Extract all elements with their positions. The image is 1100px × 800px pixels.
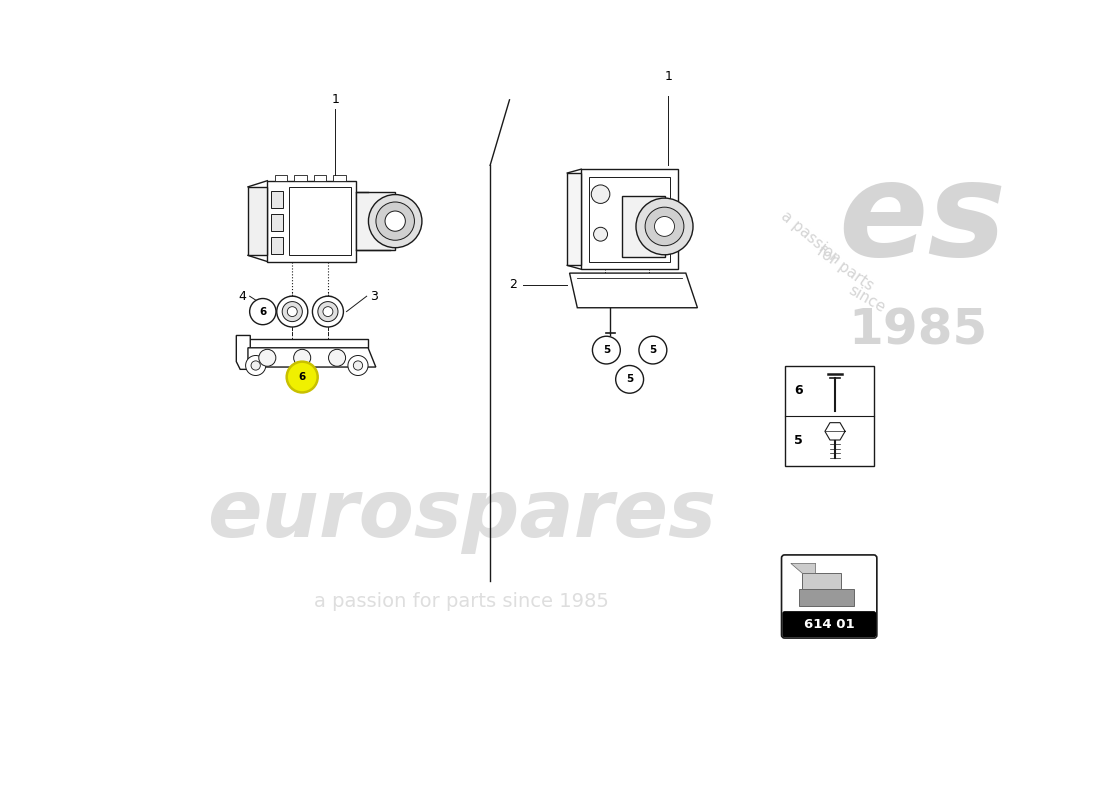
Bar (621, 196, 664, 258)
Bar (333, 174, 345, 181)
Circle shape (245, 355, 266, 375)
FancyBboxPatch shape (781, 555, 877, 638)
Circle shape (287, 306, 297, 317)
Bar (289, 187, 351, 255)
Polygon shape (248, 348, 376, 367)
Circle shape (654, 217, 674, 236)
Circle shape (283, 302, 302, 322)
Polygon shape (248, 338, 368, 348)
Text: a passion: a passion (779, 209, 844, 266)
Text: es: es (838, 156, 1005, 282)
Bar (267, 181, 356, 262)
Text: 1985: 1985 (848, 306, 987, 354)
Circle shape (353, 361, 363, 370)
Text: 5: 5 (649, 345, 657, 355)
Circle shape (348, 355, 369, 375)
Circle shape (312, 296, 343, 327)
Text: 5: 5 (603, 345, 611, 355)
Bar (356, 192, 395, 250)
Circle shape (323, 306, 333, 317)
Text: 6: 6 (298, 372, 306, 382)
Circle shape (616, 366, 644, 394)
Circle shape (294, 350, 310, 366)
Bar (275, 174, 287, 181)
Polygon shape (570, 273, 697, 308)
Circle shape (592, 185, 609, 203)
Bar (581, 169, 678, 270)
Bar (588, 177, 670, 262)
Circle shape (368, 194, 422, 248)
Bar (799, 589, 855, 606)
Text: 6: 6 (794, 384, 803, 397)
Text: 1: 1 (664, 70, 672, 83)
Text: since: since (846, 283, 888, 316)
Polygon shape (236, 335, 251, 370)
Circle shape (376, 202, 415, 240)
Bar (272, 237, 283, 254)
Bar (314, 174, 327, 181)
Bar (272, 214, 283, 230)
Text: 5: 5 (626, 374, 634, 384)
Text: for parts: for parts (814, 243, 877, 294)
FancyBboxPatch shape (782, 611, 876, 638)
Bar (272, 190, 283, 208)
Circle shape (329, 350, 345, 366)
Bar (248, 187, 267, 255)
Circle shape (645, 207, 684, 246)
Circle shape (639, 336, 667, 364)
Circle shape (593, 336, 620, 364)
Text: eurospares: eurospares (207, 476, 716, 554)
Circle shape (287, 362, 318, 393)
Polygon shape (802, 574, 842, 589)
Text: 614 01: 614 01 (804, 618, 855, 630)
Text: a passion for parts since 1985: a passion for parts since 1985 (314, 592, 609, 610)
Circle shape (636, 198, 693, 254)
Bar (568, 173, 581, 266)
Text: 3: 3 (371, 290, 378, 302)
Circle shape (318, 302, 338, 322)
Polygon shape (825, 422, 845, 440)
Bar (784, 366, 873, 466)
Circle shape (251, 361, 261, 370)
Text: 6: 6 (260, 306, 266, 317)
Text: 1: 1 (331, 94, 339, 106)
Text: 5: 5 (794, 434, 803, 447)
Polygon shape (791, 563, 815, 574)
Circle shape (250, 298, 276, 325)
Circle shape (277, 296, 308, 327)
Circle shape (594, 227, 607, 241)
Circle shape (385, 211, 405, 231)
Text: 2: 2 (509, 278, 517, 291)
Bar (295, 174, 307, 181)
Text: 4: 4 (238, 290, 245, 302)
Circle shape (258, 350, 276, 366)
